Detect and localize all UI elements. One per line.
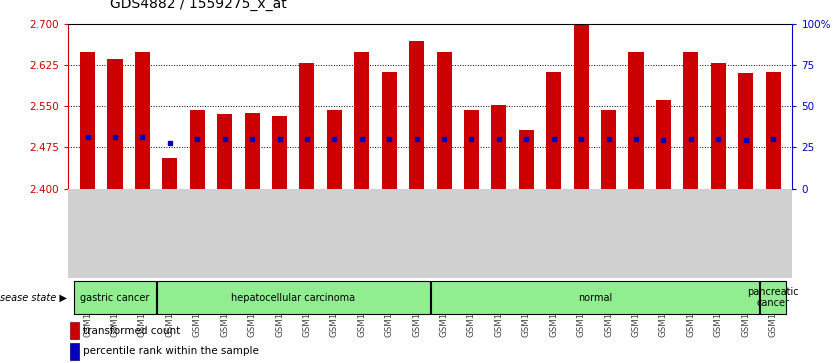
Bar [546, 72, 561, 189]
Text: disease state ▶: disease state ▶ [0, 293, 67, 303]
Bar [601, 110, 616, 189]
Bar [244, 113, 259, 189]
Bar [464, 110, 479, 189]
Text: normal: normal [578, 293, 612, 303]
Bar [272, 116, 287, 189]
Bar [382, 72, 397, 189]
Bar [766, 72, 781, 189]
Bar [409, 41, 425, 189]
Bar [656, 99, 671, 189]
FancyBboxPatch shape [431, 281, 759, 314]
FancyBboxPatch shape [74, 281, 156, 314]
Bar [189, 110, 205, 189]
Bar [80, 52, 95, 189]
FancyBboxPatch shape [157, 281, 430, 314]
FancyBboxPatch shape [760, 281, 786, 314]
Bar [436, 52, 451, 189]
Bar [629, 52, 644, 189]
Text: transformed count: transformed count [83, 326, 181, 336]
Bar [519, 130, 534, 189]
Bar [163, 159, 178, 189]
Bar [217, 114, 232, 189]
Text: percentile rank within the sample: percentile rank within the sample [83, 346, 259, 356]
Bar [327, 110, 342, 189]
Bar [299, 63, 314, 189]
Text: GDS4882 / 1559275_x_at: GDS4882 / 1559275_x_at [110, 0, 287, 11]
Bar [711, 63, 726, 189]
Text: pancreatic
cancer: pancreatic cancer [747, 287, 799, 309]
Bar [135, 52, 150, 189]
Bar [491, 105, 506, 189]
Bar [738, 73, 753, 189]
Text: gastric cancer: gastric cancer [80, 293, 149, 303]
Bar [683, 52, 698, 189]
Bar [354, 52, 369, 189]
Bar [574, 24, 589, 189]
Bar [70, 343, 79, 359]
Text: hepatocellular carcinoma: hepatocellular carcinoma [231, 293, 355, 303]
Bar [108, 60, 123, 189]
Bar [70, 322, 79, 339]
